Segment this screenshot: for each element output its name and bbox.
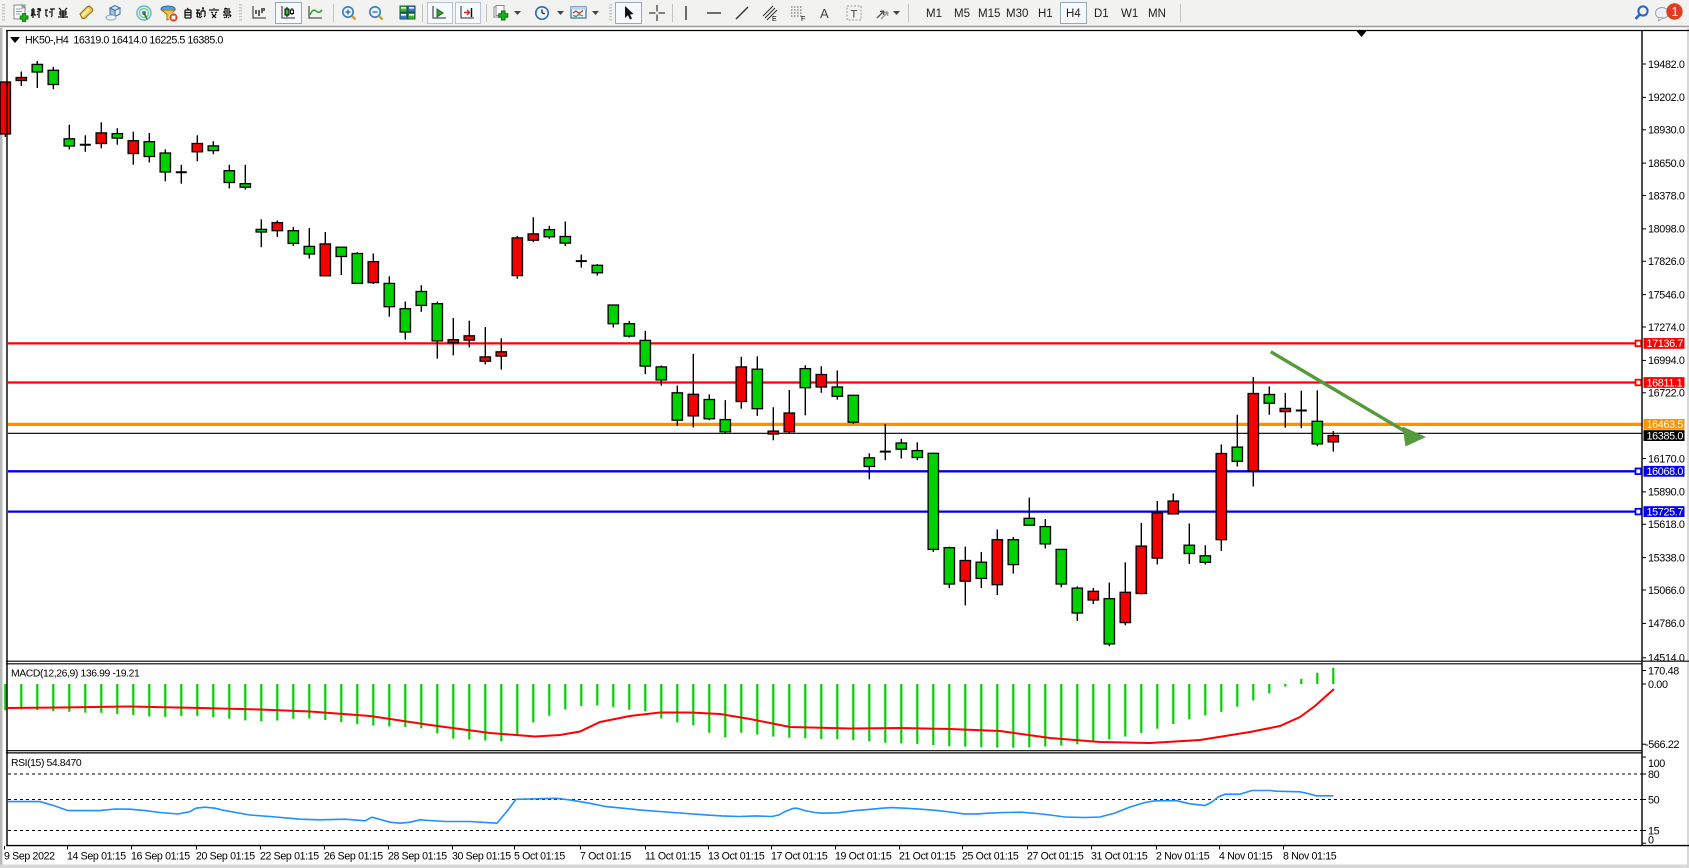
svg-text:19202.0: 19202.0 — [1648, 92, 1685, 104]
svg-text:F: F — [801, 16, 805, 23]
svg-text:M5: M5 — [954, 8, 970, 20]
svg-text:15725.7: 15725.7 — [1647, 506, 1684, 518]
svg-text:16463.5: 16463.5 — [1647, 419, 1684, 431]
svg-text:16 Sep 01:15: 16 Sep 01:15 — [131, 851, 190, 863]
svg-text:E: E — [772, 16, 777, 23]
svg-text:19482.0: 19482.0 — [1648, 59, 1685, 71]
svg-text:17 Oct 01:15: 17 Oct 01:15 — [771, 851, 828, 863]
svg-text:16722.0: 16722.0 — [1648, 388, 1685, 400]
svg-text:14 Sep 01:15: 14 Sep 01:15 — [67, 851, 126, 863]
svg-text:D1: D1 — [1094, 8, 1109, 20]
svg-text:16811.1: 16811.1 — [1647, 377, 1683, 389]
svg-text:31 Oct 01:15: 31 Oct 01:15 — [1091, 851, 1148, 863]
svg-text:9 Sep 2022: 9 Sep 2022 — [4, 851, 55, 863]
svg-text:HK50-,H4 16319.0 16414.0 1622: HK50-,H4 16319.0 16414.0 16225.5 16385.0 — [25, 35, 223, 47]
svg-text:RSI(15) 54.8470: RSI(15) 54.8470 — [11, 758, 82, 769]
svg-text:13 Oct 01:15: 13 Oct 01:15 — [708, 851, 765, 863]
svg-text:16068.0: 16068.0 — [1647, 466, 1684, 478]
svg-text:18098.0: 18098.0 — [1648, 224, 1685, 236]
svg-text:H4: H4 — [1066, 8, 1081, 20]
svg-text:T: T — [851, 9, 858, 21]
svg-text:18650.0: 18650.0 — [1648, 158, 1685, 170]
svg-text:17274.0: 17274.0 — [1648, 322, 1685, 334]
svg-text:0.00: 0.00 — [1648, 679, 1668, 691]
svg-text:15618.0: 15618.0 — [1648, 519, 1685, 531]
svg-text:30 Sep 01:15: 30 Sep 01:15 — [452, 851, 511, 863]
svg-text:22 Sep 01:15: 22 Sep 01:15 — [260, 851, 319, 863]
svg-text:M30: M30 — [1006, 8, 1028, 20]
svg-text:-566.22: -566.22 — [1645, 739, 1680, 751]
svg-text:MACD(12,26,9) 136.99 -19.21: MACD(12,26,9) 136.99 -19.21 — [11, 669, 140, 680]
svg-text:18930.0: 18930.0 — [1648, 125, 1685, 137]
svg-text:M15: M15 — [978, 8, 1000, 20]
svg-text:17546.0: 17546.0 — [1648, 289, 1685, 301]
svg-text:170.48: 170.48 — [1648, 665, 1679, 677]
svg-text:21 Oct 01:15: 21 Oct 01:15 — [899, 851, 956, 863]
svg-text:14786.0: 14786.0 — [1648, 618, 1685, 630]
svg-text:20 Sep 01:15: 20 Sep 01:15 — [196, 851, 255, 863]
svg-text:0: 0 — [1648, 834, 1654, 846]
svg-text:2 Nov 01:15: 2 Nov 01:15 — [1156, 851, 1210, 863]
svg-text:80: 80 — [1648, 769, 1660, 781]
svg-text:A: A — [820, 6, 829, 21]
svg-text:H1: H1 — [1038, 8, 1053, 20]
svg-text:14514.0: 14514.0 — [1648, 653, 1685, 665]
svg-text:8 Nov 01:15: 8 Nov 01:15 — [1283, 851, 1337, 863]
svg-text:16170.0: 16170.0 — [1648, 453, 1685, 465]
svg-text:17136.7: 17136.7 — [1647, 338, 1684, 350]
svg-text:15: 15 — [1648, 825, 1660, 837]
svg-text:28 Sep 01:15: 28 Sep 01:15 — [388, 851, 447, 863]
svg-text:11 Oct 01:15: 11 Oct 01:15 — [645, 851, 701, 863]
svg-text:7 Oct 01:15: 7 Oct 01:15 — [580, 851, 631, 863]
svg-text:M1: M1 — [926, 8, 942, 20]
svg-text:26 Sep 01:15: 26 Sep 01:15 — [324, 851, 383, 863]
svg-text:18378.0: 18378.0 — [1648, 190, 1685, 202]
svg-text:16994.0: 16994.0 — [1648, 355, 1685, 367]
svg-text:27 Oct 01:15: 27 Oct 01:15 — [1027, 851, 1084, 863]
svg-text:100: 100 — [1648, 758, 1665, 770]
svg-text:17826.0: 17826.0 — [1648, 256, 1685, 268]
svg-text:1: 1 — [1672, 5, 1679, 19]
svg-text:MN: MN — [1148, 8, 1166, 20]
svg-text:5 Oct 01:15: 5 Oct 01:15 — [514, 851, 565, 863]
svg-text:15890.0: 15890.0 — [1648, 487, 1685, 499]
svg-text:16385.0: 16385.0 — [1647, 430, 1684, 442]
svg-text:W1: W1 — [1121, 8, 1138, 20]
svg-text:15066.0: 15066.0 — [1648, 585, 1685, 597]
svg-text:50: 50 — [1648, 794, 1660, 806]
svg-text:15338.0: 15338.0 — [1648, 552, 1685, 564]
svg-text:19 Oct 01:15: 19 Oct 01:15 — [835, 851, 892, 863]
svg-text:25 Oct 01:15: 25 Oct 01:15 — [962, 851, 1019, 863]
svg-text:4 Nov 01:15: 4 Nov 01:15 — [1219, 851, 1273, 863]
